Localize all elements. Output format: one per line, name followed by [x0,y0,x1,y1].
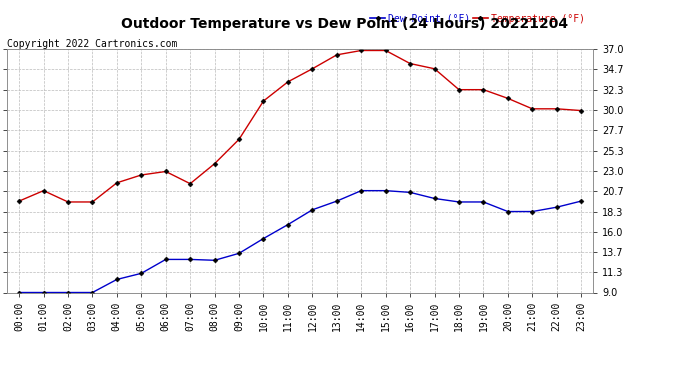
Legend: Dew Point (°F), Temperature (°F): Dew Point (°F), Temperature (°F) [366,10,589,27]
Text: Outdoor Temperature vs Dew Point (24 Hours) 20221204: Outdoor Temperature vs Dew Point (24 Hou… [121,17,569,31]
Text: Copyright 2022 Cartronics.com: Copyright 2022 Cartronics.com [7,39,177,50]
